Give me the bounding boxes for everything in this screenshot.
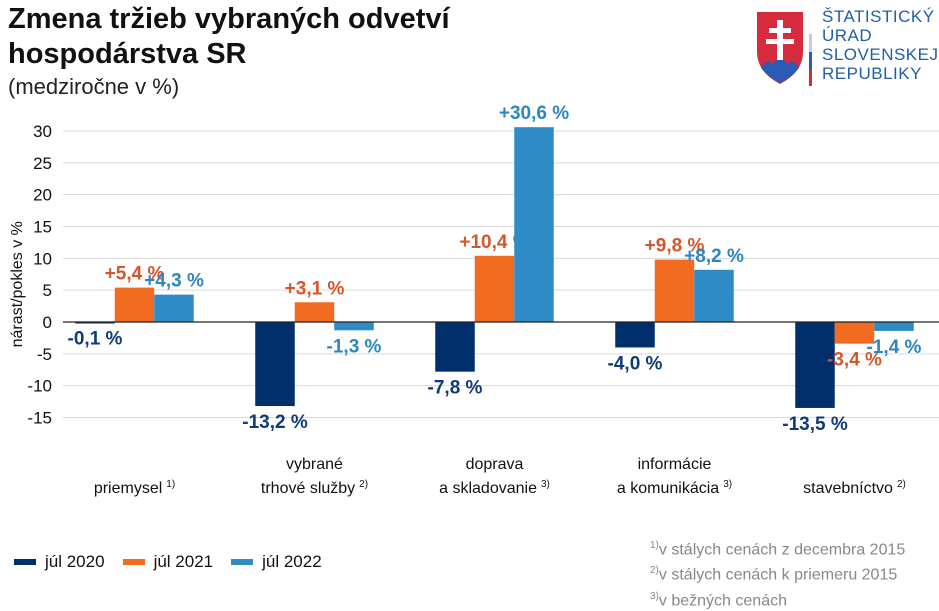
category-label: vybrané xyxy=(286,456,343,473)
legend-item-jul-2022: júl 2022 xyxy=(231,552,322,572)
data-label: -1,3 % xyxy=(327,336,382,357)
data-label: +30,6 % xyxy=(499,103,569,124)
footnote: 1)v stálych cenách z decembra 2015 xyxy=(650,535,905,560)
y-tick-label: 0 xyxy=(43,313,52,332)
y-tick-label: 25 xyxy=(33,154,52,173)
data-label: -1,4 % xyxy=(867,337,922,358)
y-tick-label: -10 xyxy=(27,377,52,396)
footnote-mark: 1) xyxy=(650,540,659,551)
bar-júl-2021 xyxy=(114,287,155,322)
category-label: a skladovanie 3) xyxy=(439,479,550,497)
data-label: +10,4 % xyxy=(459,232,529,253)
title-line-2: hospodárstva SR xyxy=(8,38,247,70)
y-tick-label: 15 xyxy=(33,218,52,237)
footnote: 2)v stálych cenách k priemeru 2015 xyxy=(650,560,905,585)
data-label: +9,8 % xyxy=(645,236,705,257)
y-tick-label: 5 xyxy=(43,281,52,300)
legend-item-jul-2021: júl 2021 xyxy=(122,552,214,572)
footnote-text: v stálych cenách k priemeru 2015 xyxy=(658,566,898,584)
category-label: a komunikácia 3) xyxy=(617,479,732,497)
data-label: -0,1 % xyxy=(68,329,123,350)
legend-label: júl 2022 xyxy=(262,552,322,571)
category-label: informácie xyxy=(638,456,712,473)
logo-line: ŠTATISTICKÝ xyxy=(822,7,935,26)
bar-júl-2022 xyxy=(154,294,194,322)
legend: júl 2020 júl 2021 júl 2022 xyxy=(14,552,322,572)
data-label: -7,8 % xyxy=(428,378,483,399)
y-tick-label: 10 xyxy=(33,249,52,268)
y-tick-label: -5 xyxy=(37,345,52,364)
bar-júl-2020 xyxy=(435,322,475,372)
bar-júl-2021 xyxy=(294,302,335,322)
footnotes: 1)v stálych cenách z decembra 2015 2)v s… xyxy=(650,535,905,611)
bar-júl-2021 xyxy=(654,259,695,322)
coat-of-arms-icon xyxy=(757,12,812,86)
data-label: +8,2 % xyxy=(684,246,744,267)
data-label: -4,0 % xyxy=(608,353,663,374)
logo-line: ÚRAD xyxy=(822,26,873,45)
bar-júl-2020 xyxy=(255,322,295,407)
logo-line: REPUBLIKY xyxy=(822,64,922,83)
y-tick-label: 20 xyxy=(33,186,52,205)
bar-júl-2020 xyxy=(75,322,115,324)
bar-júl-2022 xyxy=(874,322,914,331)
data-label: +5,4 % xyxy=(105,264,165,285)
data-label: +3,1 % xyxy=(285,278,345,299)
legend-item-jul-2020: júl 2020 xyxy=(14,552,105,572)
footnote-mark: 3) xyxy=(650,590,659,602)
bar-júl-2022 xyxy=(694,269,734,322)
category-label: priemysel 1) xyxy=(94,479,175,497)
bar-júl-2021 xyxy=(474,255,515,322)
logo-text: ŠTATISTICKÝ ÚRAD SLOVENSKEJ REPUBLIKY xyxy=(822,7,939,83)
bar-júl-2020 xyxy=(615,322,655,348)
legend-label: júl 2020 xyxy=(45,552,105,571)
bar-júl-2020 xyxy=(795,322,835,408)
y-tick-label: -15 xyxy=(27,409,52,428)
category-label: stavebníctvo 2) xyxy=(803,479,906,497)
category-label: doprava xyxy=(466,456,524,473)
bar-júl-2021 xyxy=(834,322,875,344)
bar-júl-2022 xyxy=(334,322,374,331)
footnote-text: v stálych cenách z decembra 2015 xyxy=(658,541,906,559)
logo-line: SLOVENSKEJ xyxy=(822,45,939,64)
data-label: -3,4 % xyxy=(827,350,882,371)
footnote-mark: 2) xyxy=(650,565,659,577)
legend-label: júl 2021 xyxy=(153,552,214,571)
data-label: +4,3 % xyxy=(144,271,204,292)
y-tick-label: 30 xyxy=(33,122,52,141)
footnote: 3)v bežných cenách xyxy=(650,586,905,611)
bar-júl-2022 xyxy=(514,127,554,323)
data-label: -13,2 % xyxy=(242,412,308,433)
legend-swatch xyxy=(231,559,254,565)
title-line-1: Zmena tržieb vybraných odvetví xyxy=(8,3,450,35)
data-label: -13,5 % xyxy=(782,414,848,435)
y-axis-label: nárast/pokles v % xyxy=(9,221,26,347)
chart-title: Zmena tržieb vybraných odvetví hospodárs… xyxy=(8,2,450,72)
legend-swatch xyxy=(14,559,36,565)
footnote-text: v bežných cenách xyxy=(658,591,787,609)
legend-swatch xyxy=(122,559,145,565)
chart-subtitle: (medziročne v %) xyxy=(8,74,180,99)
category-label: trhové služby 2) xyxy=(261,479,368,497)
